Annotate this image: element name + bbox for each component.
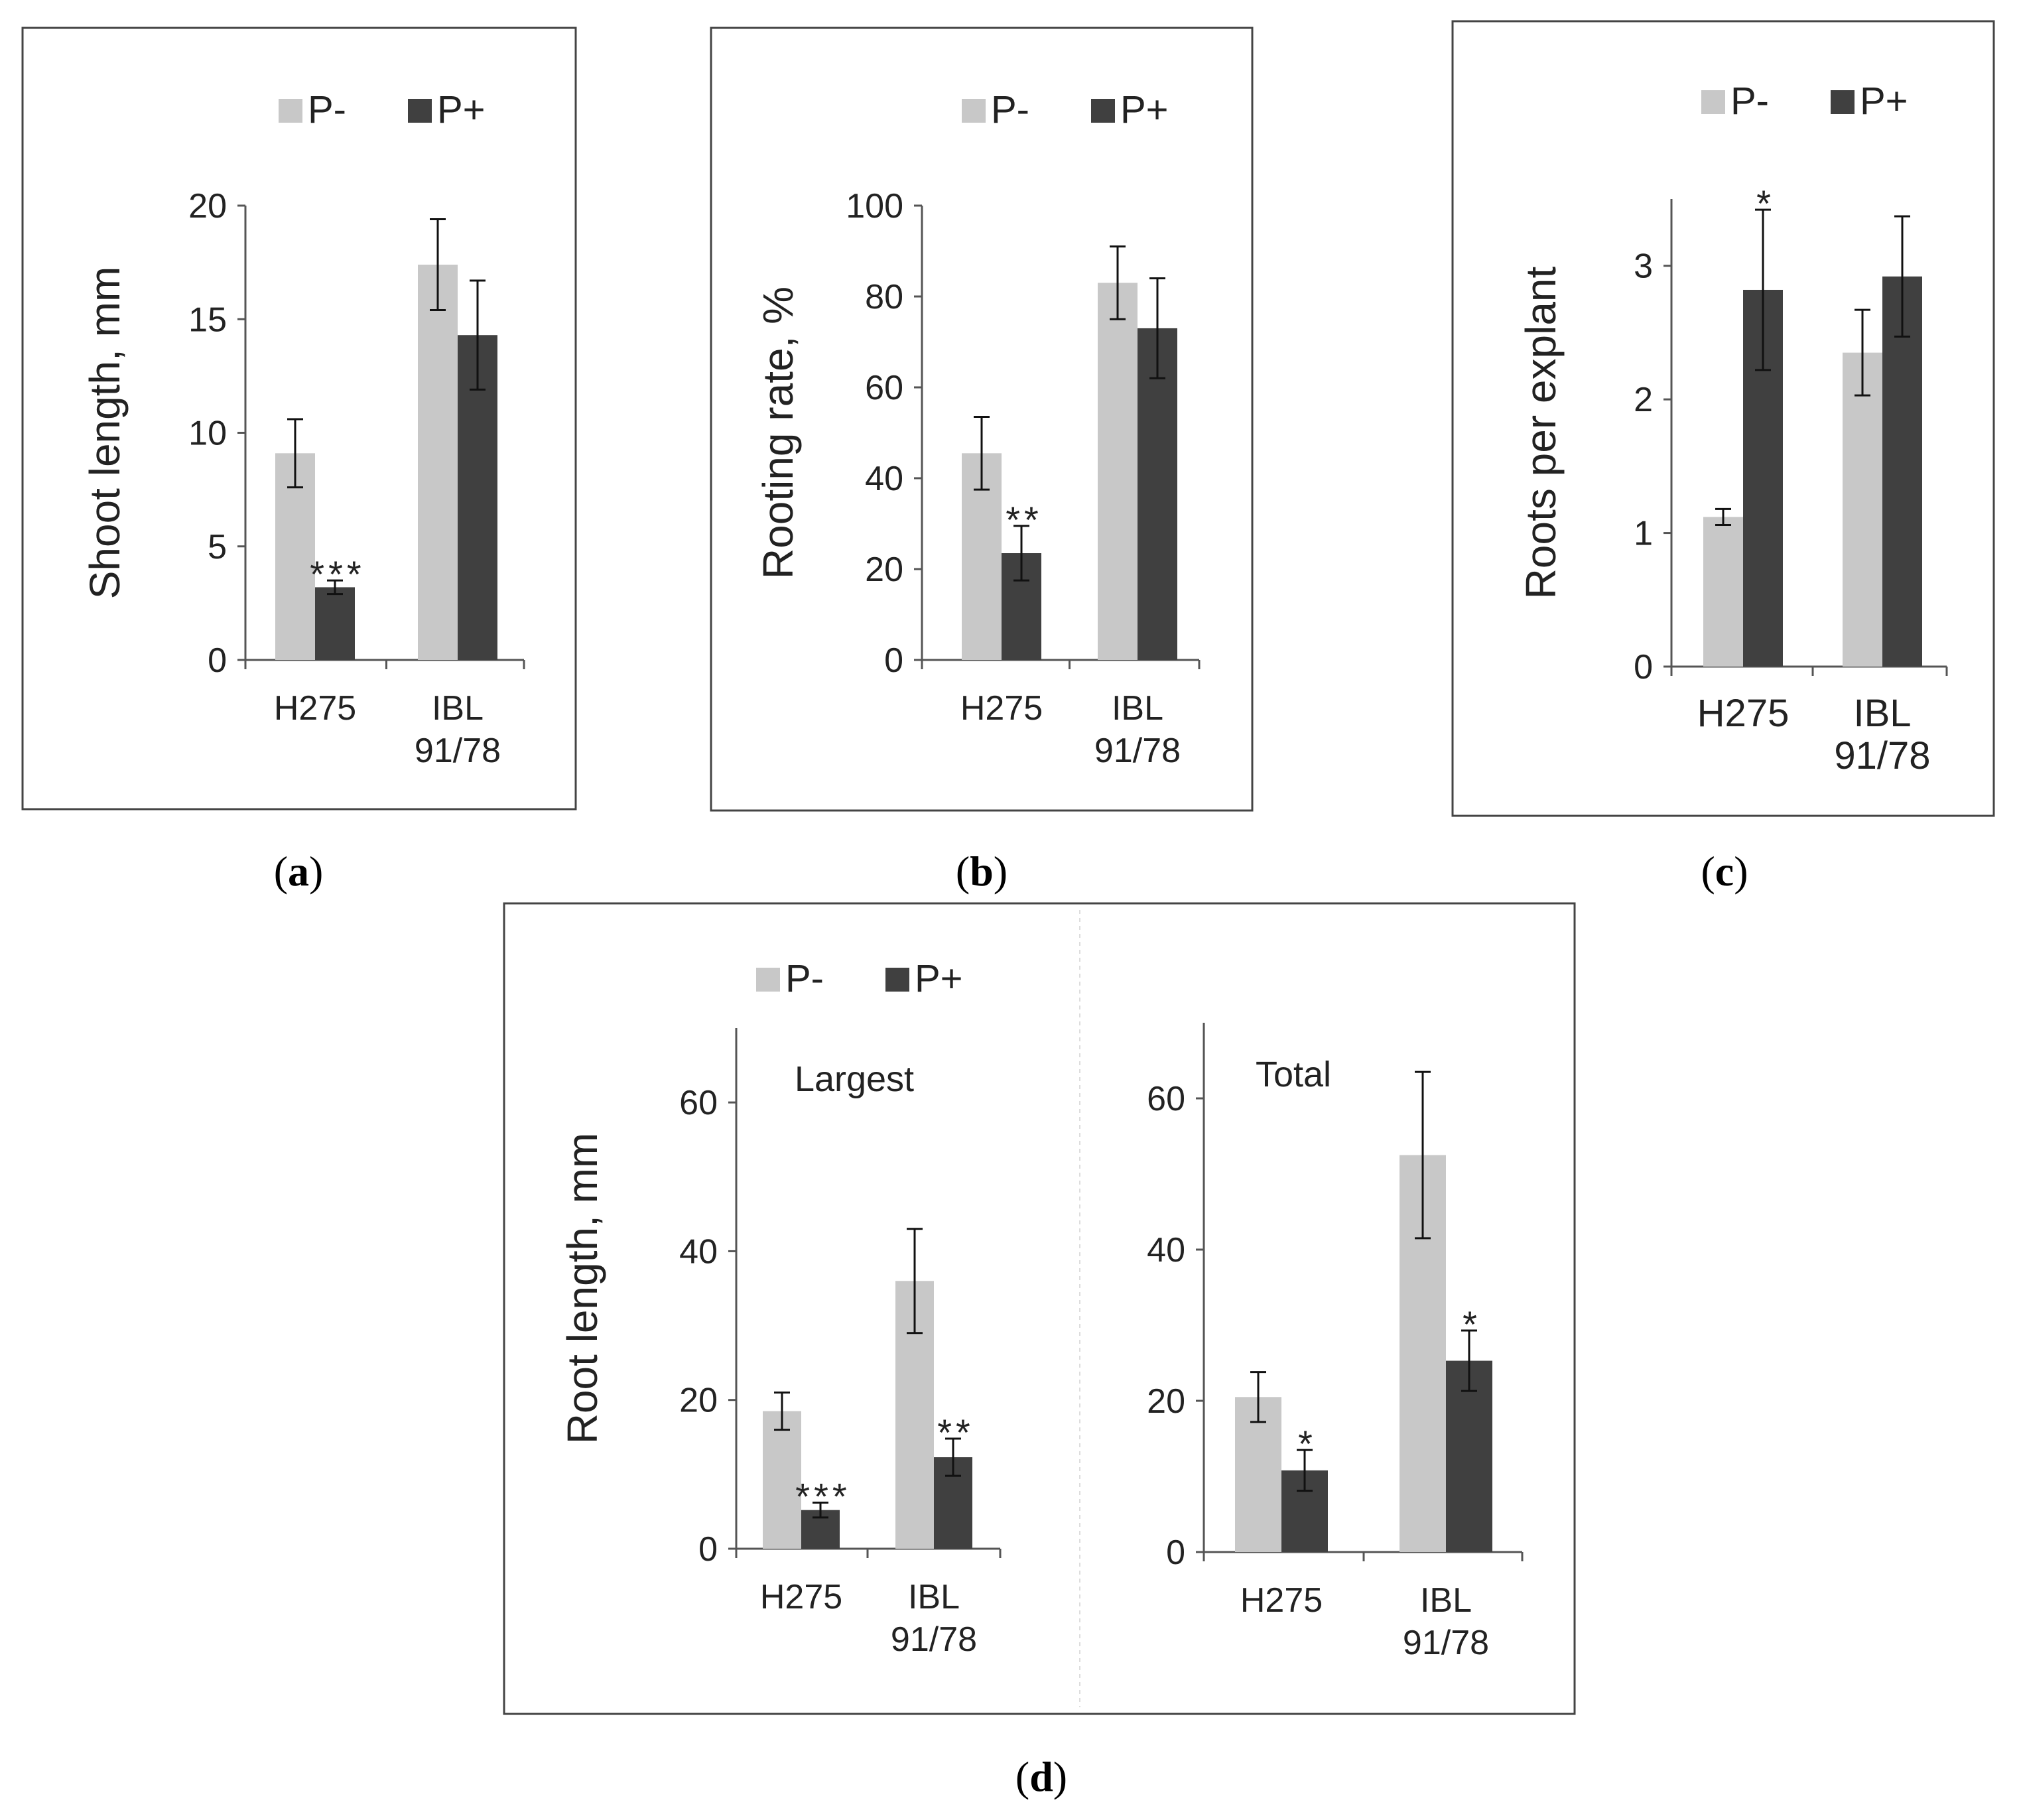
chart-a: 0 5 10 15 20 *** H275 IBL 91/78 Shoot length, mm P…	[81, 88, 525, 770]
legend-label-P+: P+	[1860, 80, 1908, 123]
legend: P- P+	[962, 88, 1169, 131]
panel-label-b: (b)	[956, 848, 1008, 895]
y-tick-label: 80	[865, 278, 903, 316]
x-category-label: H275	[760, 1578, 842, 1616]
x-category-label: 91/78	[1094, 732, 1181, 770]
legend-label-P-: P-	[1730, 80, 1769, 123]
panel-label-d: (d)	[1015, 1753, 1067, 1800]
y-tick-label: 0	[698, 1530, 718, 1569]
y-tick-label: 20	[1147, 1382, 1185, 1421]
legend-swatch-P+	[1831, 90, 1855, 114]
y-tick-label: 15	[188, 300, 227, 339]
bar-P+-IBL	[1882, 276, 1922, 667]
x-category-label: 91/78	[1403, 1624, 1489, 1662]
y-tick-label: 60	[1147, 1080, 1185, 1118]
y-axis-label: Rooting rate, %	[754, 287, 802, 579]
y-tick-label: 60	[865, 369, 903, 407]
x-category-label: IBL	[432, 689, 484, 728]
chart-subtitle: Total	[1256, 1055, 1331, 1094]
y-tick-label: 40	[865, 460, 903, 498]
legend-label-P+: P+	[915, 957, 963, 1000]
chart-b: 0 20 40 60 80 100 ** H275 IBL 91/78 Rooting rate, …	[754, 88, 1201, 770]
panel-label-c: (c)	[1701, 848, 1748, 895]
x-category-label: 91/78	[415, 732, 501, 770]
legend-swatch-P+	[1091, 99, 1115, 123]
y-axis-label: Shoot length, mm	[81, 267, 129, 600]
panel-c-frame	[1451, 20, 1995, 817]
legend-swatch-P+	[408, 99, 432, 123]
chart-d-total: 0 20 40 60 * * H275 IBL 91/78 Total	[1147, 1023, 1524, 1662]
legend-swatch-P+	[885, 968, 909, 992]
bar-P--IBL	[418, 265, 458, 660]
y-tick-label: 5	[208, 528, 227, 566]
legend-label-P-: P-	[991, 88, 1029, 131]
x-category-label: 91/78	[1834, 734, 1930, 777]
significance-mark: *	[1756, 182, 1775, 224]
x-category-label: IBL	[1853, 692, 1911, 735]
x-category-label: IBL	[908, 1578, 960, 1616]
legend-label-P+: P+	[437, 88, 486, 131]
significance-mark: *	[1298, 1423, 1317, 1464]
significance-mark: **	[937, 1411, 974, 1453]
x-category-label: IBL	[1112, 689, 1163, 728]
legend: P- P+	[1701, 80, 1908, 123]
legend-swatch-P-	[756, 968, 780, 992]
y-tick-label: 20	[865, 551, 903, 589]
x-category-label: 91/78	[891, 1620, 977, 1659]
y-tick-label: 1	[1634, 515, 1653, 553]
y-tick-label: 10	[188, 415, 227, 453]
legend-swatch-P-	[1701, 90, 1725, 114]
y-tick-label: 40	[1147, 1231, 1185, 1269]
legend: P- P+	[756, 957, 963, 1000]
legend-label-P-: P-	[785, 957, 824, 1000]
bar-P+-IBL	[1446, 1360, 1492, 1552]
legend: P- P+	[279, 88, 486, 131]
y-axis-label: Root length, mm	[558, 1133, 606, 1445]
bar-P--IBL	[1843, 352, 1882, 667]
x-category-label: H275	[1240, 1581, 1323, 1620]
y-tick-label: 40	[679, 1232, 718, 1271]
bar-P--H275	[1703, 517, 1743, 667]
y-axis-label: Roots per explant	[1517, 266, 1565, 599]
panel-a-frame	[21, 27, 577, 811]
significance-mark: *	[1463, 1303, 1481, 1345]
bar-P--H275	[763, 1411, 801, 1549]
bar-P--IBL	[1098, 283, 1138, 660]
y-tick-label: 100	[846, 187, 903, 226]
y-tick-label: 2	[1634, 381, 1653, 419]
x-category-label: H275	[274, 689, 356, 728]
x-category-label: IBL	[1420, 1581, 1472, 1620]
legend-swatch-P-	[962, 99, 986, 123]
panel-d-frame	[503, 902, 1576, 1715]
significance-mark: **	[1006, 499, 1043, 541]
y-tick-label: 60	[679, 1084, 718, 1122]
significance-mark: ***	[310, 553, 365, 595]
y-tick-label: 0	[884, 641, 903, 680]
chart-subtitle: Largest	[795, 1059, 914, 1099]
panel-label-a: (a)	[274, 848, 324, 895]
panel-b-frame	[710, 27, 1254, 812]
y-tick-label: 0	[1634, 648, 1653, 686]
y-tick-label: 20	[679, 1382, 718, 1420]
y-tick-label: 0	[208, 641, 227, 680]
significance-mark: ***	[795, 1475, 850, 1517]
x-category-label: H275	[960, 689, 1043, 728]
legend-label-P+: P+	[1120, 88, 1169, 131]
y-tick-label: 0	[1166, 1533, 1185, 1572]
legend-swatch-P-	[279, 99, 302, 123]
x-category-label: H275	[1697, 692, 1790, 735]
bar-P+-IBL	[1138, 328, 1177, 660]
legend-label-P-: P-	[308, 88, 346, 131]
y-tick-label: 3	[1634, 247, 1653, 286]
y-tick-label: 20	[188, 187, 227, 226]
bar-P+-H275	[315, 587, 355, 660]
